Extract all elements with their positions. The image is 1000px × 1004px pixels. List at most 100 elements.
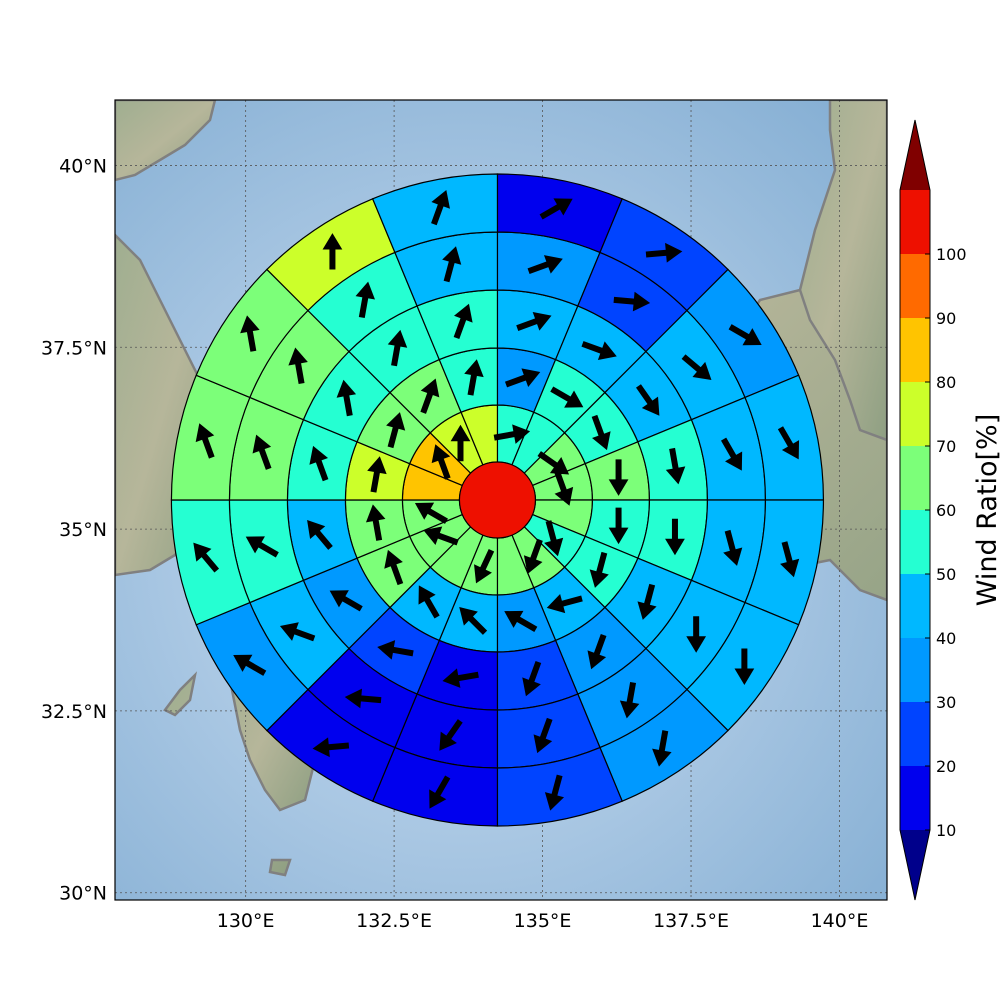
wind-arrow — [387, 329, 408, 367]
center-disk — [458, 461, 537, 539]
colorbar-tick-label: 30 — [936, 693, 956, 712]
map-frame — [114, 99, 888, 901]
colorbar-segment — [900, 766, 930, 830]
colorbar-segment — [900, 574, 930, 638]
lat-tick-label: 35°N — [59, 519, 107, 541]
lon-tick-label: 140°E — [811, 910, 869, 932]
wind-arrow — [431, 444, 451, 480]
wind-arrows — [193, 189, 800, 811]
colorbar-segment — [900, 638, 930, 702]
wind-arrow — [279, 622, 316, 642]
colorbar-tick-label: 10 — [936, 821, 956, 840]
wind-arrow — [439, 719, 463, 751]
wind-arrow — [459, 607, 488, 635]
lon-tick-label: 130°E — [217, 910, 275, 932]
lat-tick-label: 37.5°N — [41, 337, 107, 359]
lon-tick-label: 135°E — [514, 910, 572, 932]
wind-arrow — [365, 504, 386, 541]
wind-arrow — [637, 583, 657, 620]
wind-arrow — [252, 434, 272, 470]
wind-arrow — [681, 354, 712, 381]
wind-arrow — [414, 502, 449, 524]
wind-arrow — [589, 551, 609, 588]
wind-arrow — [453, 303, 473, 340]
colorbar-tick-label: 90 — [936, 309, 956, 328]
wind-arrow — [544, 774, 565, 811]
wind-arrow — [418, 585, 440, 619]
wind-arrow — [734, 648, 755, 685]
colorbar-segment — [900, 446, 930, 510]
wind-arrow — [329, 590, 363, 612]
wind-arrow — [720, 437, 743, 471]
wind-arrow — [193, 542, 220, 573]
wind-arrow — [377, 640, 414, 660]
lon-tick-label: 132.5°E — [356, 910, 432, 932]
wind-arrow — [344, 688, 382, 709]
wind-arrow — [619, 681, 640, 719]
wind-arrow — [539, 198, 573, 220]
wind-arrow — [591, 414, 611, 451]
colorbar-segment — [900, 254, 930, 318]
lat-tick-label: 32.5°N — [41, 701, 107, 723]
wind-arrow — [288, 347, 308, 384]
wind-arrow — [431, 189, 450, 226]
wind-arrow — [686, 616, 707, 653]
wind-arrow — [587, 633, 607, 670]
wind-arrow — [780, 541, 800, 578]
colorbar-tick-labels: 10 20 30 40 50 60 70 80 90 100 — [925, 245, 967, 840]
wind-arrow — [777, 426, 800, 460]
wind-arrow — [442, 246, 462, 283]
wind-arrow — [516, 311, 552, 331]
colorbar-tick-label: 80 — [936, 373, 956, 392]
wind-arrow — [355, 281, 375, 319]
wind-arrow — [386, 412, 406, 449]
wind-arrow — [546, 594, 583, 614]
wind-arrow — [245, 536, 279, 558]
wind-arrow — [450, 424, 471, 462]
colorbar-segment — [900, 190, 930, 254]
wind-arrow — [420, 378, 440, 414]
wind-arrow — [474, 549, 495, 584]
wind-arrow — [312, 737, 350, 758]
korea-landmass — [115, 100, 217, 182]
colorbar-segment — [900, 510, 930, 574]
sector-rings — [170, 173, 825, 827]
wind-arrow — [613, 291, 651, 312]
wind-arrow — [636, 384, 660, 416]
wind-arrow — [723, 529, 743, 566]
wind-arrow — [523, 538, 543, 575]
colorbar-segments — [899, 119, 931, 901]
wind-arrow — [544, 520, 564, 557]
wind-arrow — [493, 424, 531, 444]
wind-arrow — [504, 368, 541, 388]
colorbar-tick-label: 40 — [936, 629, 956, 648]
wind-arrow — [367, 456, 387, 493]
wind-arrow — [307, 520, 333, 550]
lat-tick-label: 40°N — [59, 155, 107, 177]
colorbar-segment — [900, 702, 930, 766]
colorbar-segment — [900, 318, 930, 382]
colorbar-label: Wind Ratio[%] — [972, 414, 1000, 606]
wind-arrow — [645, 242, 683, 263]
wind-arrow — [322, 233, 343, 270]
colorbar: 10 20 30 40 50 60 70 80 90 100 Wind Ratio[%] — [899, 119, 1000, 901]
map-panel — [114, 99, 888, 901]
lat-tick-labels: 40°N 37.5°N 35°N 32.5°N 30°N — [41, 155, 107, 904]
wind-arrow — [665, 447, 686, 485]
wind-arrow — [233, 654, 267, 676]
wind-arrow — [527, 255, 563, 275]
wind-arrow — [522, 660, 542, 697]
coast-islands — [163, 671, 292, 877]
wind-arrow — [464, 359, 484, 396]
wind-arrow — [309, 445, 329, 482]
wind-arrow — [608, 459, 629, 496]
lon-tick-labels: 130°E 132.5°E 135°E 137.5°E 140°E — [217, 910, 869, 932]
japan-northeast — [798, 100, 887, 442]
colorbar-segment — [900, 382, 930, 446]
colorbar-extend-max — [900, 120, 930, 190]
wind-arrow — [652, 730, 672, 767]
colorbar-extend-min — [900, 830, 930, 900]
wind-arrow — [336, 379, 357, 417]
